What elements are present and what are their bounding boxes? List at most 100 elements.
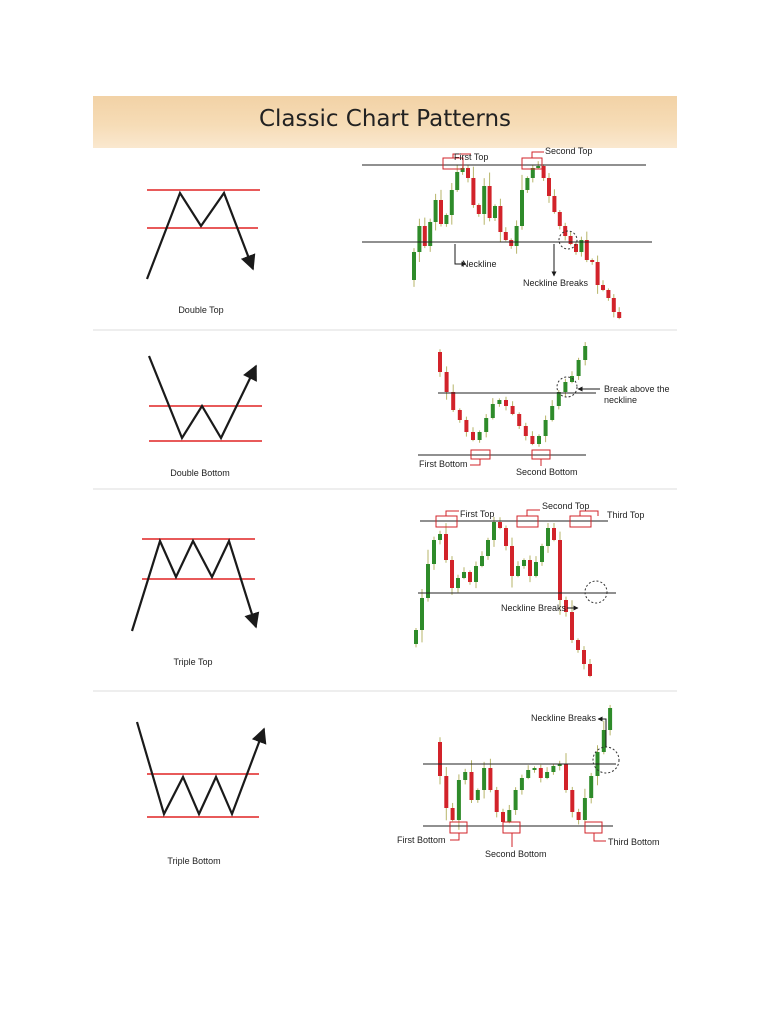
candle-body [606, 290, 611, 298]
candle-body [546, 528, 550, 546]
second-bottom-marker [502, 821, 521, 834]
candle-body [583, 346, 588, 360]
candle-body [412, 252, 416, 280]
price-path [145, 190, 256, 280]
triple-top-schematic: Triple Top [130, 537, 260, 667]
candle-body [579, 240, 584, 252]
candle-body [428, 222, 433, 246]
candle-body [494, 790, 499, 812]
candle-body [557, 212, 562, 226]
candle-body [519, 778, 524, 790]
candle-body [541, 166, 546, 178]
candle-body [462, 572, 466, 578]
candle-body [526, 770, 531, 778]
candle-body [432, 540, 436, 564]
annotation-first-bottom: First Bottom [397, 835, 446, 845]
candle-body [477, 432, 482, 440]
candle-body [523, 426, 528, 436]
candle-body [545, 772, 550, 778]
candle-body [550, 406, 555, 420]
candle-body [568, 236, 573, 244]
candle-body [475, 790, 480, 800]
candle-body [563, 382, 568, 392]
candle-body [487, 186, 492, 218]
candle-body [570, 612, 574, 640]
candle-body [501, 812, 505, 822]
price-path [130, 537, 260, 632]
candle-body [433, 200, 438, 222]
candle-body [444, 776, 449, 808]
candle-body [503, 232, 508, 240]
annotation-first-top: First Top [460, 509, 494, 519]
candle-body [564, 600, 568, 612]
candle-body [444, 534, 448, 560]
candle-body [525, 178, 530, 190]
candle-body [449, 190, 454, 215]
candle-body [552, 196, 557, 212]
annotation-second-top: Second Top [545, 146, 592, 156]
candle-body [469, 772, 474, 800]
candle-body [451, 392, 456, 410]
annotation-second-bottom: Second Bottom [485, 849, 547, 859]
candle-body [534, 562, 538, 576]
candle-body [457, 410, 462, 420]
candle-body [608, 708, 613, 730]
candle-body [557, 764, 562, 766]
triple-top-candlestick-chart: First Top Second Top Third Top Neckline … [414, 501, 644, 678]
annotation-third-top: Third Top [607, 510, 644, 520]
candle-body [455, 172, 460, 190]
candle-body [576, 640, 580, 650]
annotation-neckline: Neckline [462, 259, 497, 269]
price-path [147, 355, 257, 441]
annotation-neckline-breaks: Neckline Breaks [531, 713, 597, 723]
candle-body [456, 780, 461, 820]
annotation-first-top: First Top [454, 152, 488, 162]
annotation-second-bottom: Second Bottom [516, 467, 578, 477]
candle-body [584, 240, 589, 260]
candle-body [576, 360, 581, 376]
candle-body [513, 790, 518, 810]
candle-body [536, 166, 541, 168]
candle-body [522, 560, 526, 566]
candle-body [490, 404, 495, 418]
candle-body [504, 528, 508, 546]
double-bottom-candlestick-chart: First Bottom Second Bottom Break above t… [418, 342, 670, 477]
candle-body [510, 546, 514, 576]
candle-body [497, 400, 502, 404]
candle-body [517, 414, 522, 426]
candle-body [617, 312, 622, 318]
candle-body [540, 546, 544, 562]
candle-body [582, 798, 587, 820]
candle-body [438, 352, 442, 372]
page-title: Classic Chart Patterns [258, 106, 512, 132]
candle-body [601, 285, 605, 290]
candle-body [484, 418, 489, 432]
candle-body [564, 764, 568, 790]
candle-body [509, 240, 514, 246]
candle-body [464, 420, 469, 432]
candle-body [558, 540, 562, 600]
candle-body [530, 436, 535, 444]
candle-body [480, 556, 484, 566]
candle-body [538, 768, 543, 778]
breakout-circle [556, 376, 578, 398]
candle-body [537, 436, 541, 444]
candle-body [450, 560, 454, 588]
candle-body [417, 226, 422, 252]
candle-body [520, 190, 524, 226]
candle-body [422, 226, 427, 246]
candle-body [426, 564, 430, 598]
candle-body [507, 810, 512, 822]
candle-body [463, 772, 468, 780]
candle-body [476, 205, 481, 214]
candle-body [468, 572, 472, 582]
candle-body [563, 226, 568, 236]
annotation-break-above-neckline: Break above the neckline [604, 384, 670, 405]
candle-body [492, 522, 496, 540]
triple-bottom-schematic: Triple Bottom [135, 721, 267, 866]
candle-body [471, 432, 475, 440]
double-bottom-schematic: Double Bottom [147, 355, 262, 478]
candle-body [589, 776, 594, 798]
candle-body [590, 260, 595, 262]
candle-body [576, 812, 581, 820]
